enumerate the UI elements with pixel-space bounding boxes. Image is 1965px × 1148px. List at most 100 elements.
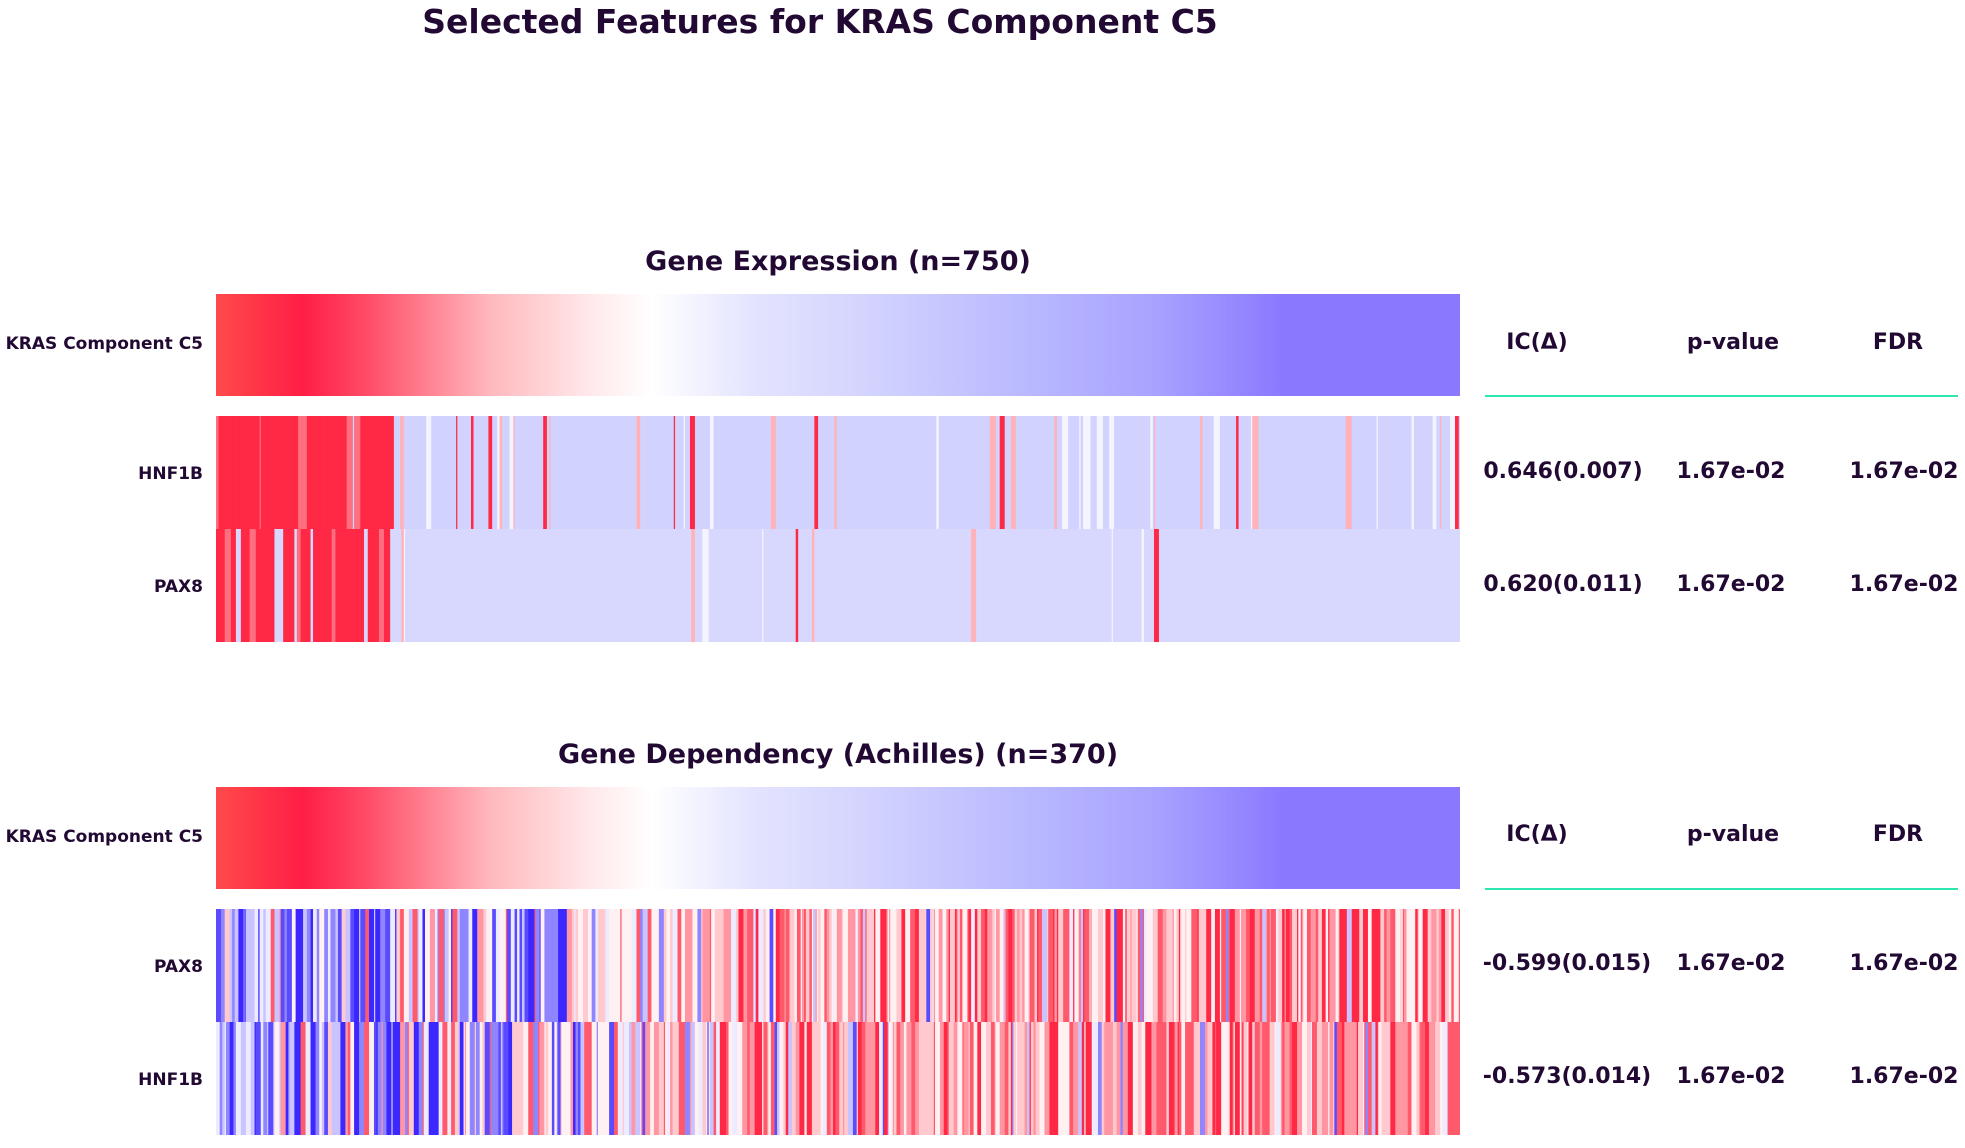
h01-cell-317: [1328, 529, 1335, 642]
h00-cell-111: [617, 416, 622, 529]
h11-cell-390: [1448, 1022, 1452, 1135]
h10-cell-55: [409, 909, 413, 1022]
h11-cell-357: [1337, 1022, 1342, 1135]
h00-cell-187: [928, 416, 932, 529]
h01-cell-25: [301, 529, 306, 642]
h00-cell-177: [887, 416, 892, 529]
pvalue-expression-1: 1.67e-02: [1665, 459, 1797, 484]
h10-cell-222: [901, 909, 905, 1022]
h00-cell-322: [1441, 416, 1446, 529]
h10-cell-351: [1271, 909, 1276, 1022]
h00-cell-76: [492, 416, 496, 529]
h01-cell-156: [745, 529, 750, 642]
h10-cell-73: [469, 909, 473, 1022]
h10-cell-40: [354, 909, 359, 1022]
h00-cell-33: [328, 416, 333, 529]
h00-cell-272: [1245, 416, 1252, 529]
h01-cell-92: [527, 529, 531, 642]
h10-cell-42: [360, 909, 365, 1022]
h10-cell-29: [313, 909, 317, 1022]
h11-cell-343: [1292, 1022, 1297, 1135]
h10-cell-173: [776, 909, 780, 1022]
h11-cell-77: [470, 1022, 475, 1135]
h11-cell-28: [301, 1022, 306, 1135]
target-gradient-expression: [216, 294, 1460, 396]
pvalue-dependency-1: 1.67e-02: [1665, 951, 1797, 976]
h11-cell-159: [716, 1022, 720, 1135]
h10-cell-405: [1441, 909, 1445, 1022]
h00-cell-312: [1402, 416, 1407, 529]
h01-cell-191: [868, 529, 872, 642]
h01-cell-282: [1202, 529, 1209, 642]
h00-cell-165: [837, 416, 844, 529]
h01-cell-90: [518, 529, 523, 642]
h00-cell-265: [1224, 416, 1229, 529]
h00-cell-16: [267, 416, 272, 529]
h11-cell-360: [1349, 1022, 1354, 1135]
h00-cell-132: [705, 416, 710, 529]
h10-cell-343: [1246, 909, 1250, 1022]
h00-cell-237: [1125, 416, 1132, 529]
h00-cell-199: [971, 416, 978, 529]
h01-cell-312: [1313, 529, 1318, 642]
h11-cell-334: [1262, 1022, 1266, 1135]
h01-cell-140: [684, 529, 691, 642]
h01-cell-3: [221, 529, 225, 642]
h01-cell-9: [246, 529, 250, 642]
h01-cell-177: [814, 529, 821, 642]
h11-cell-323: [1235, 1022, 1239, 1135]
h10-cell-356: [1286, 909, 1290, 1022]
h10-cell-178: [789, 909, 794, 1022]
h01-cell-214: [966, 529, 971, 642]
h00-cell-154: [794, 416, 799, 529]
h00-cell-240: [1140, 416, 1144, 529]
h10-cell-104: [563, 909, 567, 1022]
header-pvalue-expression: p-value: [1670, 330, 1796, 355]
h11-cell-373: [1382, 1022, 1387, 1135]
h11-cell-328: [1244, 1022, 1248, 1135]
h01-cell-248: [1086, 529, 1090, 642]
h01-cell-238: [1046, 529, 1050, 642]
h11-cell-127: [618, 1022, 623, 1135]
h10-cell-385: [1377, 909, 1381, 1022]
h10-cell-290: [1092, 909, 1096, 1022]
h01-cell-310: [1307, 529, 1311, 642]
h01-cell-144: [699, 529, 703, 642]
h11-cell-10: [246, 1022, 251, 1135]
h00-cell-319: [1433, 416, 1437, 529]
fdr-expression-1: 1.67e-02: [1838, 459, 1965, 484]
h11-cell-238: [974, 1022, 978, 1135]
h01-cell-286: [1217, 529, 1222, 642]
h01-cell-163: [776, 529, 783, 642]
header-rule-expression: [1485, 395, 1958, 397]
h00-cell-130: [696, 416, 703, 529]
h00-cell-282: [1291, 416, 1296, 529]
h00-cell-239: [1135, 416, 1140, 529]
h11-cell-208: [879, 1022, 883, 1135]
h00-cell-236: [1120, 416, 1125, 529]
h00-cell-140: [742, 416, 746, 529]
h00-cell-2: [222, 416, 227, 529]
h11-cell-22: [281, 1022, 286, 1135]
h11-cell-103: [548, 1022, 552, 1135]
h10-cell-294: [1105, 909, 1110, 1022]
h11-cell-73: [460, 1022, 464, 1135]
h10-cell-34: [330, 909, 335, 1022]
h10-cell-38: [345, 909, 350, 1022]
h10-cell-75: [477, 909, 481, 1022]
h00-cell-223: [1073, 416, 1080, 529]
h10-cell-245: [971, 909, 975, 1022]
h10-cell-159: [738, 909, 743, 1022]
header-fdr-expression: FDR: [1850, 330, 1946, 355]
h11-cell-116: [580, 1022, 584, 1135]
h01-cell-59: [410, 529, 417, 642]
h10-cell-124: [628, 909, 632, 1022]
h00-cell-54: [411, 416, 418, 529]
h01-cell-113: [595, 529, 602, 642]
h11-cell-226: [935, 1022, 940, 1135]
h10-cell-388: [1387, 909, 1391, 1022]
h01-cell-270: [1159, 529, 1163, 642]
h01-cell-178: [821, 529, 828, 642]
h01-cell-285: [1212, 529, 1217, 642]
h01-cell-91: [523, 529, 527, 642]
